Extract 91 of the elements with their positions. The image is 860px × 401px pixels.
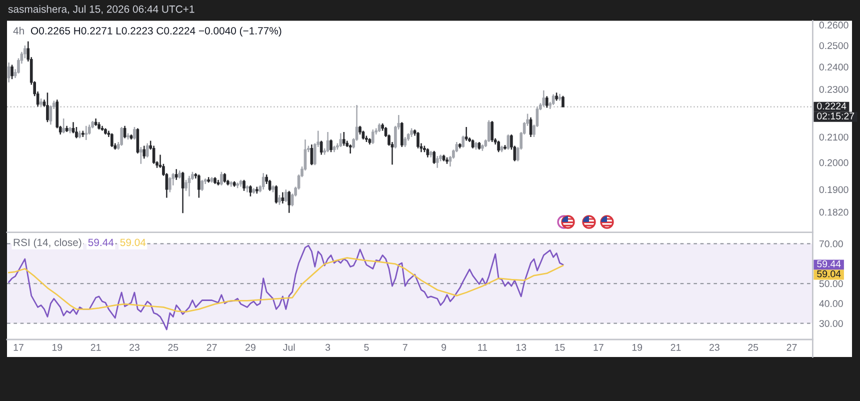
candlestick <box>462 135 465 148</box>
candlestick <box>320 140 323 156</box>
text: 59.44 <box>817 260 841 268</box>
candlestick <box>542 90 546 108</box>
candlestick <box>75 126 78 139</box>
candlestick <box>262 172 265 190</box>
candlestick <box>278 194 281 206</box>
x-tick-label: 17 <box>14 344 24 351</box>
y-tick-label: 70.00 <box>819 240 843 248</box>
x-tick-label: 25 <box>168 344 178 351</box>
candlestick <box>464 126 468 142</box>
candlestick <box>242 179 246 192</box>
candlestick <box>10 64 14 80</box>
candlestick <box>200 179 204 192</box>
annotation: 59.44 <box>88 238 114 246</box>
y-tick-label: 0.2600 <box>819 22 848 29</box>
candlestick <box>330 138 332 153</box>
candlestick <box>188 175 191 198</box>
candlestick <box>490 120 494 143</box>
candlestick <box>342 131 346 146</box>
candlestick <box>136 128 140 154</box>
candlestick <box>487 120 490 143</box>
y-tick-label: 0.1900 <box>819 186 848 194</box>
annotation: 4h <box>13 26 24 34</box>
x-tick-label: 5 <box>364 344 369 351</box>
ref-line-label: 0.2224 <box>817 102 846 110</box>
y-tick-label: 0.2000 <box>819 159 848 166</box>
candlestick <box>436 155 439 168</box>
y-tick-label: 0.1820 <box>819 208 848 216</box>
candlestick <box>84 125 88 141</box>
candlestick <box>348 144 352 154</box>
candlestick <box>7 62 10 84</box>
x-tick-label: Jul <box>283 344 295 351</box>
x-tick-label: 21 <box>670 344 681 351</box>
x-tick-label: 23 <box>130 344 140 351</box>
candlestick <box>174 168 178 181</box>
y-tick-label: 0.2500 <box>819 42 848 50</box>
annotation: O0.2265 H0.2271 L0.2223 C0.2224 −0.0040 (−1.77%) <box>30 26 282 37</box>
candlestick <box>223 172 226 184</box>
x-tick-label: 17 <box>594 344 604 351</box>
y-tick-label: 50.00 <box>819 280 843 288</box>
y-tick-label: 0.2300 <box>819 86 848 93</box>
candlestick <box>529 116 532 138</box>
y-tick-label: 0.2100 <box>819 134 848 141</box>
y-tick-label: 0.2400 <box>819 64 848 71</box>
candlestick <box>284 188 288 203</box>
annotation: 59.04 <box>120 238 146 246</box>
candlestick <box>249 184 252 198</box>
text: 02:15:27 <box>817 112 854 120</box>
candlestick <box>140 146 142 164</box>
y-tick-label: 30.00 <box>819 320 843 327</box>
candlestick <box>281 192 284 204</box>
candlestick <box>120 126 123 146</box>
text: sasmaishera, Jul 15, 2026 06:44 UTC+1 <box>8 5 194 14</box>
candlestick <box>133 126 136 140</box>
candlestick <box>416 131 420 149</box>
candlestick <box>497 140 500 153</box>
candlestick <box>545 95 548 108</box>
x-tick-label: 13 <box>516 344 526 351</box>
candlestick <box>404 136 407 148</box>
x-tick-label: 19 <box>632 344 642 351</box>
candlestick <box>142 145 146 160</box>
candlestick <box>288 190 291 214</box>
candlestick <box>146 142 149 158</box>
text: RSI (14, close) <box>14 238 82 248</box>
x-tick-label: 11 <box>478 344 488 351</box>
text: 59.04 <box>817 270 841 278</box>
candlestick <box>46 92 49 123</box>
y-tick-label: 40.00 <box>819 300 843 308</box>
candlestick <box>110 132 114 148</box>
candlestick <box>339 132 342 148</box>
candlestick <box>62 118 65 134</box>
x-tick-label: 23 <box>710 344 720 351</box>
x-tick-label: 21 <box>90 344 101 351</box>
candlestick <box>220 171 223 186</box>
candlestick <box>168 176 172 193</box>
x-tick-label: 7 <box>402 344 408 351</box>
x-tick-label: 15 <box>555 344 565 351</box>
x-tick-label: 9 <box>442 344 446 351</box>
x-tick-label: 27 <box>786 344 797 351</box>
candlestick <box>197 174 200 198</box>
x-tick-label: 19 <box>52 344 62 351</box>
candlestick <box>123 125 126 139</box>
x-tick-label: 27 <box>206 344 217 351</box>
candlestick <box>72 122 75 134</box>
x-tick-label: 25 <box>748 344 758 351</box>
x-tick-label: 3 <box>325 344 330 351</box>
candlestick <box>432 150 436 164</box>
candlestick <box>400 122 404 148</box>
candlestick <box>371 128 374 145</box>
x-tick-label: 29 <box>246 344 256 351</box>
